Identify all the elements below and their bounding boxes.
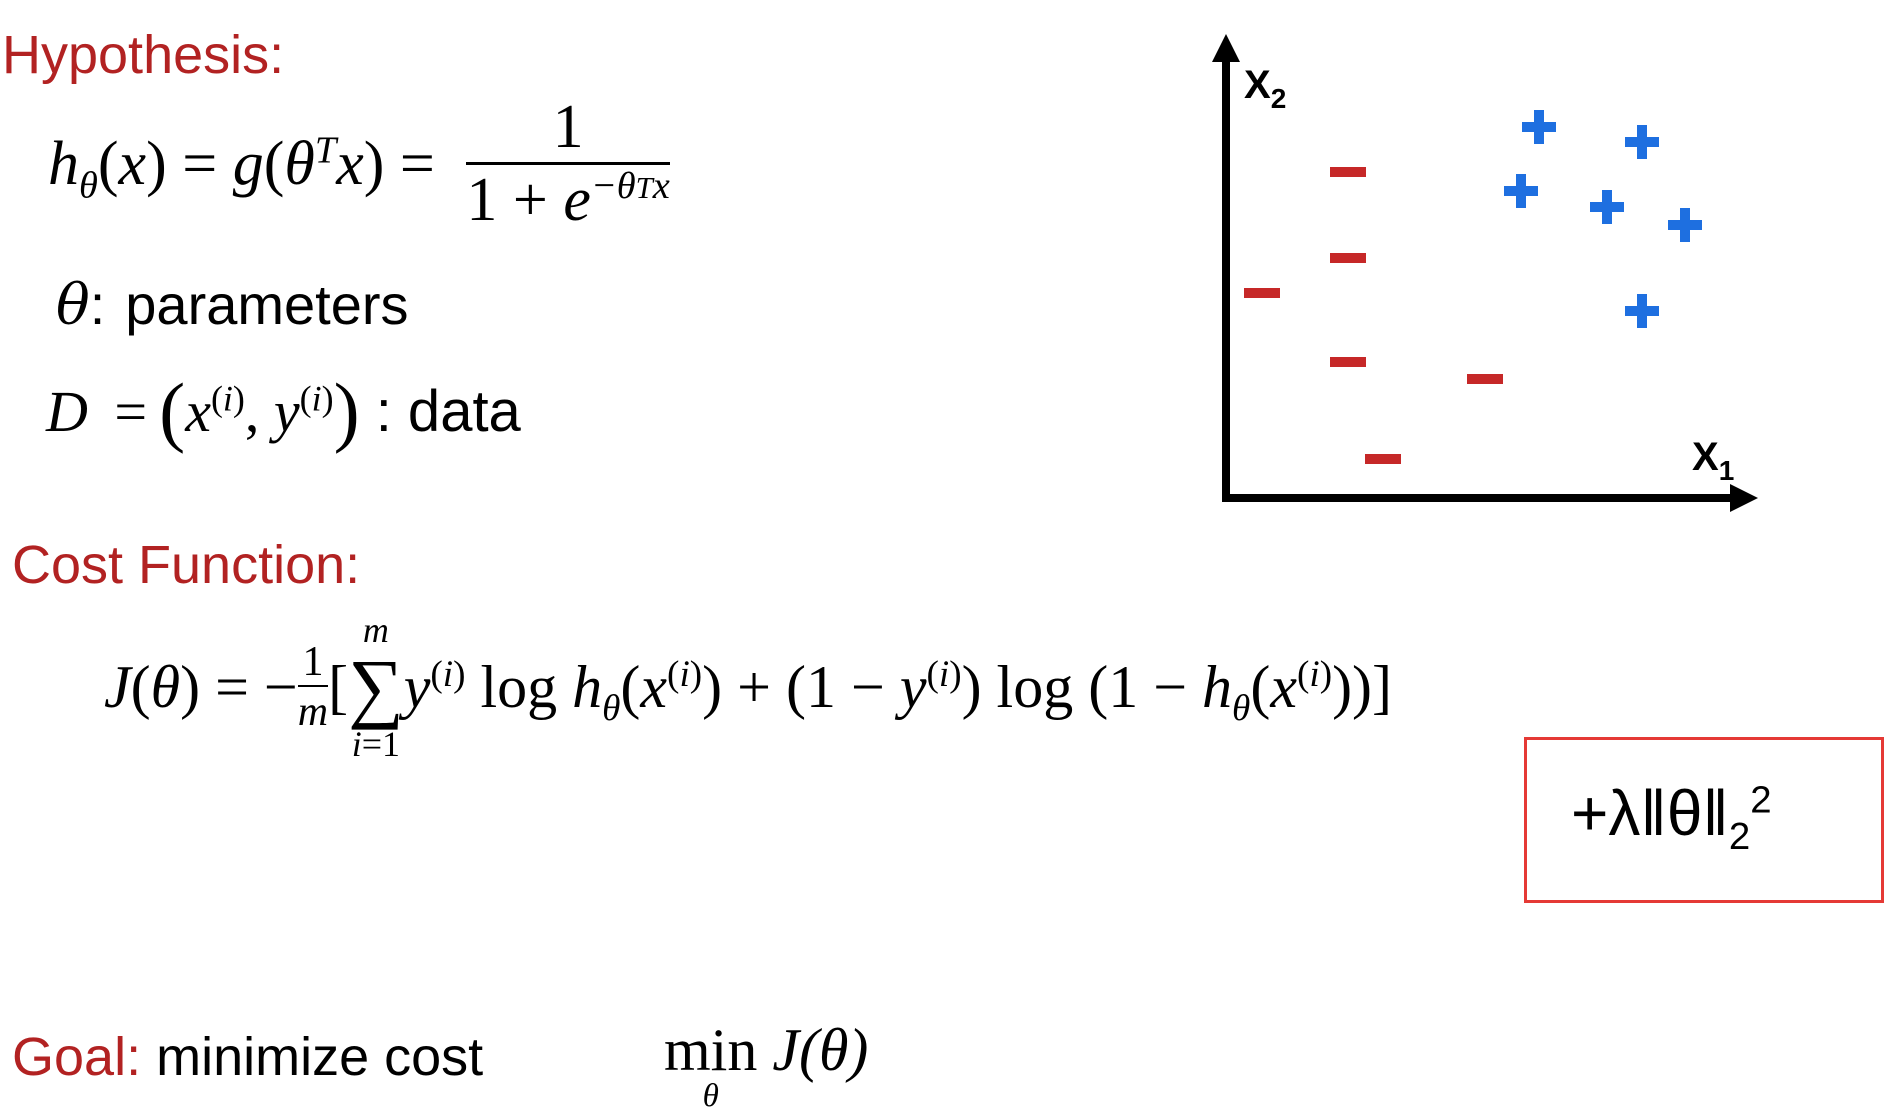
- cost-formula: J(θ) = −1 m[m ∑ i=1 y(i) log hθ(x(i)) + (1 …: [104, 610, 1393, 764]
- scatter-plot: X2 X1: [1212, 34, 1758, 512]
- positive-marker: [1590, 190, 1624, 224]
- negative-marker: [1365, 454, 1401, 464]
- hypothesis-formula: hθ(x) = g(θTx) = 1 1 + e−θTx: [48, 93, 670, 234]
- parameters-line: θ: parameters: [56, 273, 409, 338]
- positive-marker: [1668, 208, 1702, 242]
- hypothesis-heading: Hypothesis:: [2, 25, 285, 85]
- positive-marker: [1522, 110, 1556, 144]
- goal-label: minimize cost: [156, 1027, 484, 1087]
- x-axis-label: X1: [1692, 435, 1734, 486]
- goal-line: Goal: minimize cost: [12, 1030, 483, 1084]
- negative-marker: [1330, 357, 1366, 367]
- regularization-term: +λ‖θ‖22: [1571, 777, 1772, 858]
- parameters-label: parameters: [125, 273, 409, 336]
- cost-function-heading: Cost Function:: [12, 535, 361, 595]
- positive-marker: [1625, 125, 1659, 159]
- y-axis-arrowhead: [1212, 34, 1240, 62]
- positive-marker: [1504, 174, 1538, 208]
- negative-samples: [1244, 167, 1503, 464]
- goal-objective: min θ J(θ): [664, 1017, 869, 1114]
- goal-heading: Goal:: [12, 1027, 142, 1087]
- positive-samples: [1504, 110, 1702, 328]
- negative-marker: [1330, 253, 1366, 263]
- y-axis-label: X2: [1244, 63, 1286, 114]
- positive-marker: [1625, 294, 1659, 328]
- negative-marker: [1467, 374, 1503, 384]
- data-definition: D = (x(i), y(i)): data: [46, 367, 521, 454]
- data-label: : data: [375, 378, 521, 444]
- x-axis-arrowhead: [1730, 484, 1758, 512]
- negative-marker: [1330, 167, 1366, 177]
- negative-marker: [1244, 288, 1280, 298]
- regularization-box: +λ‖θ‖22: [1524, 737, 1884, 903]
- theta-symbol: θ: [56, 273, 90, 338]
